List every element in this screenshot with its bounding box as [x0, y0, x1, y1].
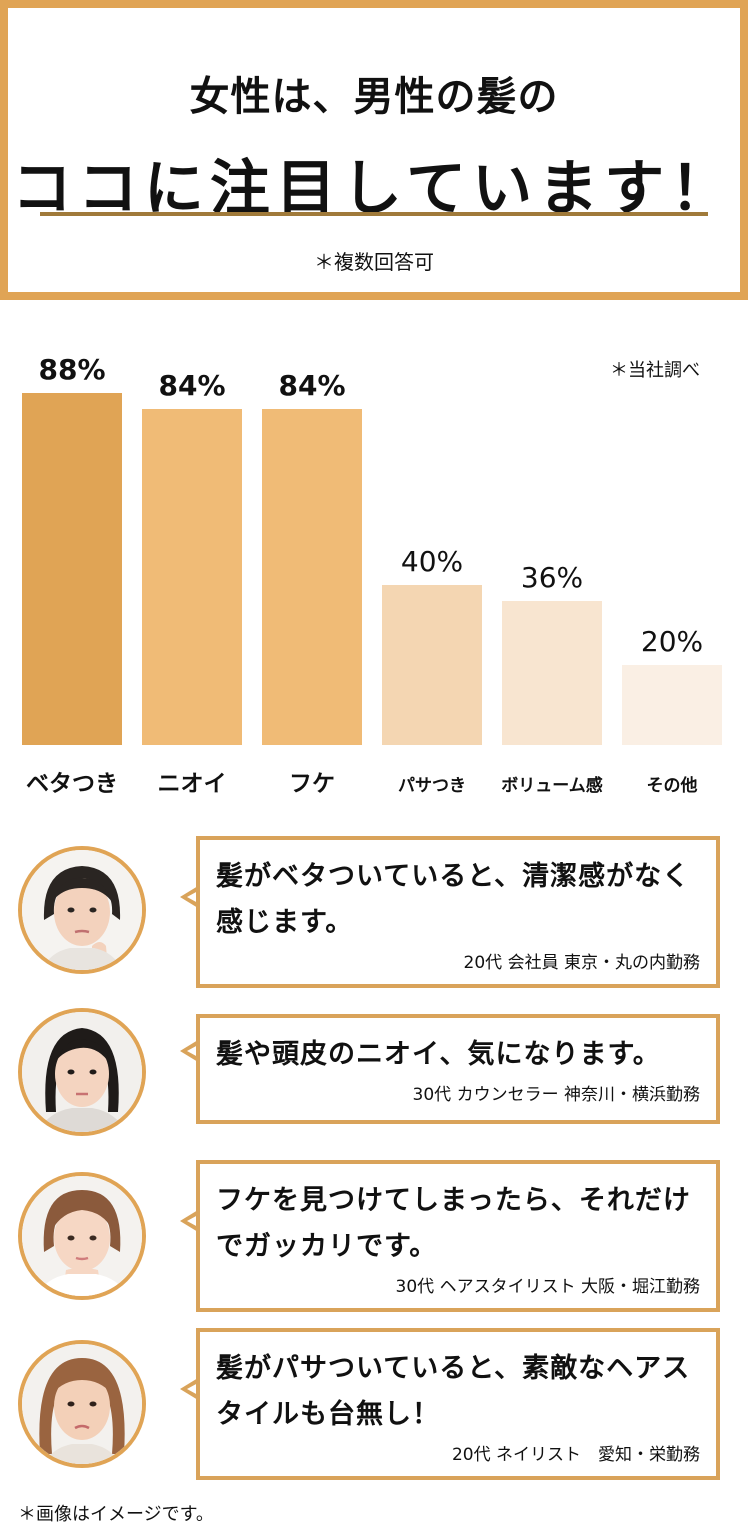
- header-box: 女性は、男性の髪の ココに注目しています！ ＊複数回答可: [0, 0, 748, 300]
- quote-attribution: 20代 会社員 東京・丸の内勤務: [463, 953, 700, 973]
- avatar: [18, 1340, 146, 1468]
- bubble-tail: [180, 1210, 198, 1232]
- category-label: その他: [647, 775, 698, 796]
- bar-value-label: 20%: [641, 625, 703, 658]
- quote-text-line: 髪がパサついていると、素敵なヘアス: [216, 1353, 691, 1384]
- headline-line1: 女性は、男性の髪の: [189, 74, 559, 120]
- category-label: フケ: [289, 771, 335, 797]
- quote-text-line: 髪がベタついていると、清潔感がなく: [216, 861, 691, 892]
- speech-bubble: フケを見つけてしまったら、それだけ でガッカリです。 30代 ヘアスタイリスト …: [196, 1160, 720, 1312]
- avatar: [18, 846, 146, 974]
- bar-1: [22, 393, 122, 745]
- bar-3: [262, 409, 362, 745]
- quote-text-line: 感じます。: [216, 907, 354, 938]
- bar-5: [502, 601, 602, 745]
- speech-bubble: 髪がベタついていると、清潔感がなく 感じます。 20代 会社員 東京・丸の内勤務: [196, 836, 720, 988]
- woman-face-icon: [22, 850, 142, 970]
- bubble-tail: [180, 1378, 198, 1400]
- bubble-tail: [180, 1040, 198, 1062]
- image-disclaimer: ＊画像はイメージです。: [18, 1504, 214, 1525]
- bar-value-label: 88%: [38, 353, 105, 386]
- category-label: ニオイ: [158, 771, 227, 797]
- bar-value-label: 40%: [401, 545, 463, 578]
- bar-value-label: 84%: [158, 369, 225, 402]
- speech-bubble: 髪がパサついていると、素敵なヘアス タイルも台無し！ 20代 ネイリスト 愛知・…: [196, 1328, 720, 1480]
- quote-attribution: 20代 ネイリスト 愛知・栄勤務: [451, 1445, 700, 1465]
- survey-source-note: ＊当社調べ: [610, 360, 700, 381]
- category-label: パサつき: [398, 776, 466, 796]
- headline-underline: [40, 212, 708, 216]
- category-label: ベタつき: [26, 771, 118, 797]
- bar-4: [382, 585, 482, 745]
- quote-text-line: でガッカリです。: [216, 1231, 438, 1262]
- speech-bubble: 髪や頭皮のニオイ、気になります。 30代 カウンセラー 神奈川・横浜勤務: [196, 1014, 720, 1124]
- bar-value-label: 36%: [521, 561, 583, 594]
- avatar: [18, 1008, 146, 1136]
- category-label: ボリューム感: [501, 775, 603, 796]
- quote-attribution: 30代 ヘアスタイリスト 大阪・堀江勤務: [395, 1277, 700, 1297]
- avatar: [18, 1172, 146, 1300]
- woman-face-icon: [22, 1176, 142, 1296]
- quote-text-line: フケを見つけてしまったら、それだけ: [216, 1185, 691, 1216]
- woman-face-icon: [22, 1012, 142, 1132]
- woman-face-icon: [22, 1344, 142, 1464]
- quote-text-line: タイルも台無し！: [216, 1399, 440, 1430]
- bubble-tail: [180, 886, 198, 908]
- bar-2: [142, 409, 242, 745]
- bar-value-label: 84%: [278, 369, 345, 402]
- quote-text-line: 髪や頭皮のニオイ、気になります。: [216, 1039, 661, 1070]
- bar-chart: 88% ベタつき 84% ニオイ 84% フケ 40% パサつき 36% ボリューム感 20% その他: [22, 353, 722, 797]
- multiple-answer-note: ＊複数回答可: [314, 250, 434, 274]
- bar-6: [622, 665, 722, 745]
- quote-attribution: 30代 カウンセラー 神奈川・横浜勤務: [412, 1085, 700, 1105]
